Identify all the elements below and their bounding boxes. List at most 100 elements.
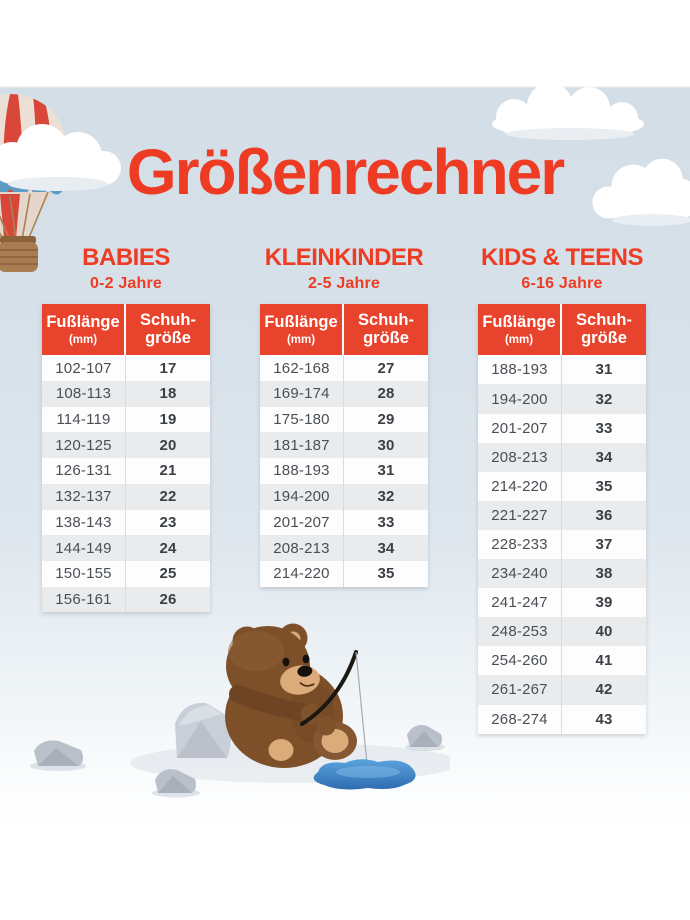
table-row: 194-200 32 <box>260 483 428 510</box>
foot-length-value: 221-227 <box>478 500 562 530</box>
cloud-icon <box>492 84 644 140</box>
shoe-size-value: 34 <box>595 448 613 466</box>
shoe-size-value: 40 <box>595 623 613 641</box>
shoe-size-value: 17 <box>159 359 177 377</box>
table-body: 188-193 31 194-200 32 201-207 33 208-213 34 214-… <box>478 355 646 734</box>
shoe-size-value: 36 <box>595 506 613 524</box>
foot-length-value: 268-274 <box>478 704 562 734</box>
shoe-size-value: 18 <box>159 385 177 403</box>
shoe-size-value: 38 <box>595 565 613 583</box>
table-row: 188-193 31 <box>260 458 428 484</box>
table-row: 126-131 21 <box>42 458 210 484</box>
table-row: 201-207 33 <box>478 413 646 443</box>
table-row: 120-125 20 <box>42 432 210 459</box>
shoe-size-value: 35 <box>377 565 395 583</box>
shoe-size-value: 35 <box>595 477 613 495</box>
table-row: 214-220 35 <box>478 471 646 501</box>
foot-length-value: 214-220 <box>478 471 562 501</box>
cloud-icon <box>592 158 690 226</box>
foot-length-value: 234-240 <box>478 559 562 589</box>
table-row: 181-187 30 <box>260 432 428 459</box>
shoe-size-value: 32 <box>377 488 395 506</box>
foot-length-value: 261-267 <box>478 675 562 705</box>
foot-length-value: 156-161 <box>42 586 126 613</box>
shoe-size-value: 37 <box>595 536 613 553</box>
foot-length-value: 162-168 <box>260 355 344 382</box>
age-range: 0-2 Jahre <box>89 275 163 293</box>
shoe-size-value: 25 <box>159 565 177 583</box>
foot-length-value: 194-200 <box>478 384 562 414</box>
shoe-size-value: 39 <box>595 594 613 612</box>
shoe-size-value: 43 <box>595 710 613 728</box>
foot-length-value: 228-233 <box>478 529 562 560</box>
foot-length-value: 175-180 <box>260 406 344 433</box>
table-row: 254-260 41 <box>478 646 646 676</box>
foot-length-value: 194-200 <box>260 483 344 510</box>
table-body: 162-168 27 169-174 28 175-180 29 181-187 30 188-… <box>260 355 428 587</box>
shoe-size-value: 28 <box>377 385 395 403</box>
shoe-size-value: 29 <box>377 411 395 429</box>
foot-length-value: 132-137 <box>42 483 126 510</box>
table-row: 234-240 38 <box>478 559 646 589</box>
column-header-foot-length: Fußlänge (mm) <box>42 304 126 356</box>
foot-length-value: 114-119 <box>42 406 126 433</box>
column-header-shoe-size: Schuh- größe <box>576 311 632 347</box>
foot-length-value: 144-149 <box>42 535 126 561</box>
shoe-size-value: 21 <box>159 462 177 480</box>
shoe-size-value: 33 <box>595 419 613 437</box>
shoe-size-value: 27 <box>377 359 395 377</box>
table-row: 208-213 34 <box>478 442 646 472</box>
table-row: 132-137 22 <box>42 483 210 510</box>
table-row: 150-155 25 <box>42 560 210 587</box>
shoe-size-value: 32 <box>595 390 613 408</box>
shoe-size-value: 31 <box>595 361 613 379</box>
table-row: 201-207 33 <box>260 509 428 536</box>
column-header-foot-length: Fußlänge (mm) <box>478 304 562 356</box>
shoe-size-value: 23 <box>159 513 177 531</box>
table-header: Fußlänge (mm) Schuh- größe <box>260 304 428 356</box>
column-header-shoe-size: Schuh- größe <box>358 311 414 347</box>
size-table: Fußlänge (mm) Schuh- größe 162-168 27 169-… <box>260 304 428 587</box>
shoe-size-value: 33 <box>377 513 395 531</box>
table-row: 208-213 34 <box>260 535 428 561</box>
table-row: 228-233 37 <box>478 529 646 560</box>
table-row: 175-180 29 <box>260 406 428 433</box>
foot-length-value: 214-220 <box>260 560 344 587</box>
column-header-foot-length: Fußlänge (mm) <box>260 304 344 356</box>
shoe-size-value: 24 <box>159 539 177 557</box>
table-row: 156-161 26 <box>42 586 210 613</box>
foot-length-value: 188-193 <box>478 355 562 385</box>
section-title: KIDS & TEENS <box>480 244 644 271</box>
shoe-size-value: 22 <box>159 488 177 506</box>
table-header: Fußlänge (mm) Schuh- größe <box>478 304 646 356</box>
cloud-icon <box>0 124 121 191</box>
section-kids-teens: KIDS & TEENS 6-16 Jahre Fußlänge (mm) Sc… <box>478 244 646 734</box>
shoe-size-value: 42 <box>595 681 613 699</box>
table-row: 214-220 35 <box>260 560 428 587</box>
foot-length-value: 150-155 <box>42 560 126 587</box>
foot-length-value: 181-187 <box>260 432 344 459</box>
section-babies: BABIES 0-2 Jahre Fußlänge (mm) Schuh- gr… <box>42 244 210 734</box>
table-header: Fußlänge (mm) Schuh- größe <box>42 304 210 356</box>
shoe-size-value: 20 <box>159 436 177 454</box>
page-title: Größenrechner <box>126 136 565 208</box>
table-row: 221-227 36 <box>478 500 646 530</box>
table-row: 114-119 19 <box>42 406 210 433</box>
size-tables: BABIES 0-2 Jahre Fußlänge (mm) Schuh- gr… <box>42 244 646 734</box>
table-row: 102-107 17 <box>42 355 210 382</box>
section-kleinkinder: KLEINKINDER 2-5 Jahre Fußlänge (mm) Schu… <box>260 244 428 734</box>
shoe-size-value: 19 <box>159 411 177 429</box>
table-row: 194-200 32 <box>478 384 646 414</box>
teddy-bear-fishing-illustration <box>30 623 450 798</box>
foot-length-value: 241-247 <box>478 588 562 618</box>
size-table: Fußlänge (mm) Schuh- größe 102-107 17 108-… <box>42 304 210 613</box>
size-table: Fußlänge (mm) Schuh- größe 188-193 31 194-… <box>478 304 646 734</box>
foot-length-value: 169-174 <box>260 381 344 407</box>
shoe-size-value: 34 <box>377 539 395 557</box>
table-row: 108-113 18 <box>42 381 210 407</box>
table-row: 248-253 40 <box>478 617 646 647</box>
foot-length-value: 254-260 <box>478 646 562 676</box>
table-row: 261-267 42 <box>478 675 646 705</box>
foot-length-value: 201-207 <box>478 413 562 443</box>
